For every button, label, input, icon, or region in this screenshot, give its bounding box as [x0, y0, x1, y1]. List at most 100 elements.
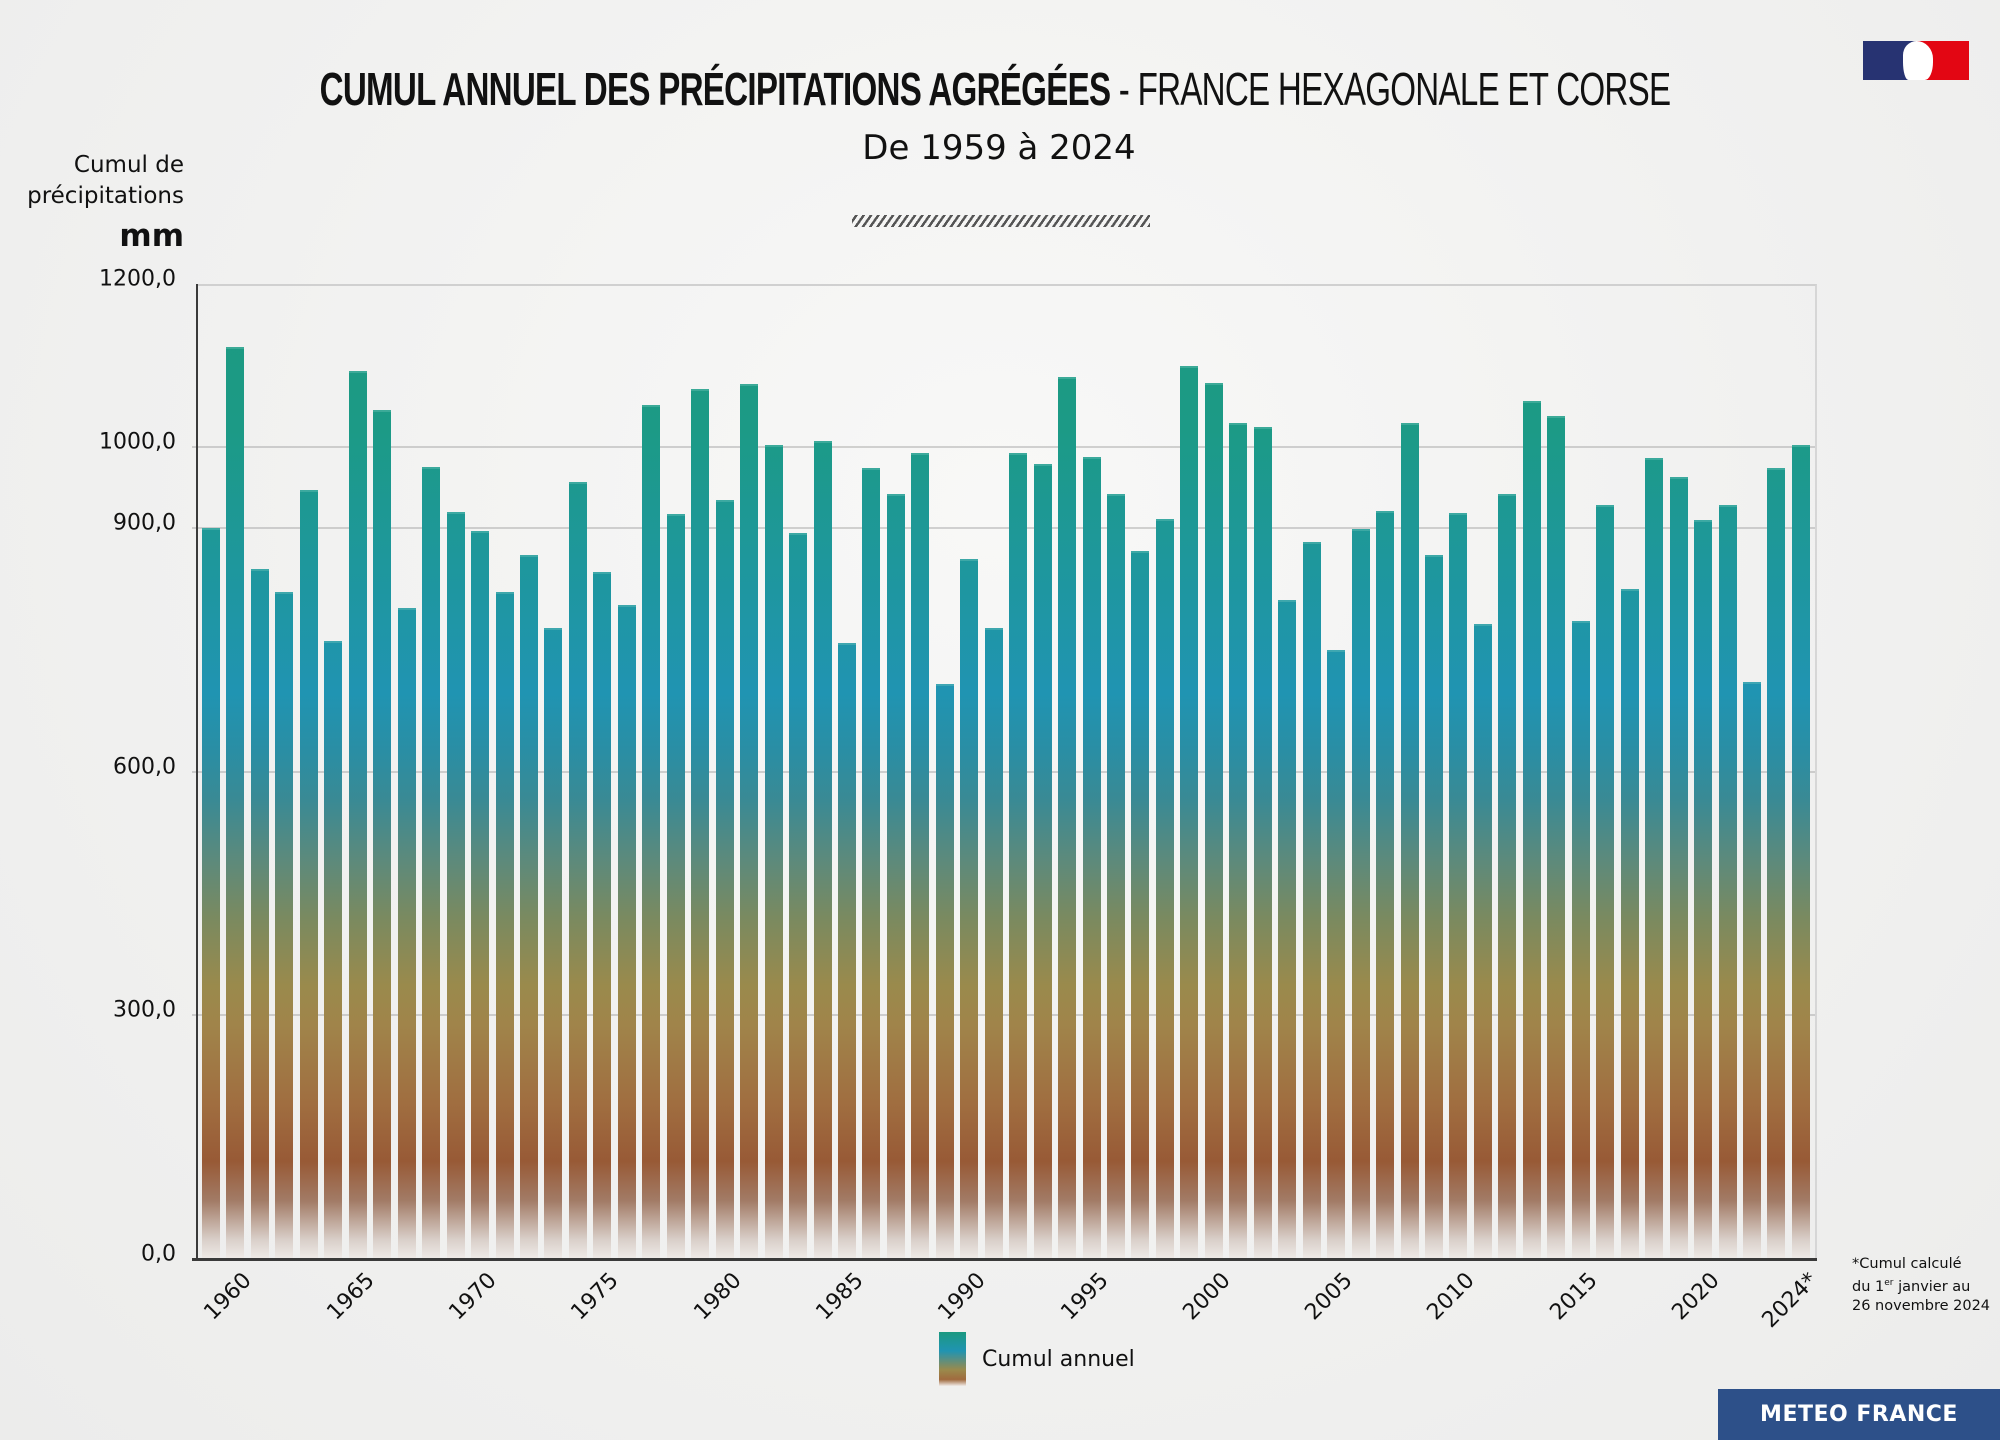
bar-2005 — [1327, 649, 1346, 1259]
y-tick-label: 600,0 — [113, 754, 176, 779]
hatched-divider — [852, 215, 1150, 227]
x-tick-label: 2015 — [1545, 1268, 1603, 1326]
bar-1993 — [1033, 463, 1052, 1259]
y-axis-unit: mm — [119, 218, 184, 254]
bar-2022 — [1742, 682, 1761, 1259]
bar-1976 — [617, 604, 636, 1259]
y-axis-title: Cumul de précipitations mm — [27, 150, 184, 258]
bar-1966 — [373, 409, 392, 1259]
bar-1974 — [568, 482, 587, 1259]
bar-1960 — [226, 347, 245, 1259]
bar-1991 — [984, 627, 1003, 1259]
bar-1992 — [1009, 453, 1028, 1259]
bar-2018 — [1645, 457, 1664, 1259]
legend-label: Cumul annuel — [982, 1346, 1135, 1372]
bar-1986 — [862, 467, 881, 1259]
bar-2013 — [1522, 401, 1541, 1259]
bar-1980 — [715, 500, 734, 1259]
bar-1989 — [935, 683, 954, 1259]
gridline — [192, 770, 1816, 773]
y-tick-label: 300,0 — [113, 997, 176, 1023]
gridline — [192, 1014, 1816, 1017]
y-tick-label: 0,0 — [141, 1241, 176, 1267]
bar-1981 — [740, 383, 759, 1259]
bar-1994 — [1058, 377, 1077, 1259]
footnote: *Cumul calculé du 1er janvier au 26 nove… — [1852, 1256, 1991, 1314]
bar-1997 — [1131, 551, 1150, 1259]
bar-1975 — [593, 571, 612, 1259]
bar-2023 — [1767, 467, 1786, 1259]
bar-2020 — [1694, 519, 1713, 1259]
bar-1996 — [1107, 494, 1126, 1259]
bar-2002 — [1253, 427, 1272, 1259]
bar-1999 — [1180, 366, 1199, 1259]
bar-1983 — [789, 532, 808, 1259]
gridline — [192, 526, 1816, 529]
bar-2010 — [1449, 513, 1468, 1259]
x-tick-label: 1970 — [444, 1268, 502, 1326]
x-axis-line — [192, 1258, 1817, 1261]
y-axis-title-line2: précipitations — [27, 183, 184, 209]
bar-1965 — [348, 370, 367, 1259]
bar-1982 — [764, 444, 783, 1259]
plot-area — [198, 284, 1817, 1259]
bar-1969 — [446, 512, 465, 1259]
bar-1973 — [544, 627, 563, 1259]
legend: Cumul annuel — [939, 1332, 1135, 1386]
bar-2001 — [1229, 422, 1248, 1259]
bar-1964 — [324, 640, 343, 1259]
bar-1972 — [519, 555, 538, 1259]
bar-1985 — [837, 643, 856, 1259]
bar-1987 — [886, 494, 905, 1259]
x-tick-label: 1995 — [1055, 1268, 1114, 1326]
title-bold: CUMUL ANNUEL DES PRÉCIPITATIONS AGRÉGÉES — [319, 63, 1111, 115]
bar-series — [198, 284, 1817, 1259]
bar-1998 — [1155, 518, 1174, 1259]
bar-1959 — [202, 527, 220, 1259]
x-tick-label: 2010 — [1422, 1268, 1481, 1326]
x-tick-label: 1975 — [566, 1268, 625, 1326]
meteo-france-logo: METEO FRANCE — [1718, 1389, 2000, 1440]
bar-2021 — [1718, 505, 1737, 1259]
x-tick-label: 2000 — [1178, 1268, 1236, 1326]
title-light: - FRANCE HEXAGONALE ET CORSE — [1110, 63, 1671, 115]
y-tick-label: 1000,0 — [99, 429, 176, 454]
legend-swatch — [939, 1332, 966, 1386]
x-tick-label: 1980 — [689, 1268, 747, 1326]
bar-1977 — [642, 405, 661, 1259]
bar-2017 — [1620, 588, 1639, 1259]
y-axis-line — [196, 284, 198, 1261]
bar-1979 — [691, 388, 710, 1259]
bar-1978 — [666, 513, 685, 1259]
bar-1995 — [1082, 457, 1101, 1259]
bar-1967 — [397, 608, 416, 1259]
page-title: CUMUL ANNUEL DES PRÉCIPITATIONS AGRÉGÉES… — [279, 62, 1712, 116]
bar-1968 — [422, 466, 441, 1259]
x-tick-label: 2024* — [1757, 1268, 1823, 1334]
bar-2011 — [1473, 624, 1492, 1259]
marianne-flag-icon — [1863, 41, 1969, 80]
x-tick-label: 2005 — [1300, 1268, 1358, 1326]
bar-1990 — [960, 558, 979, 1259]
bar-1971 — [495, 591, 514, 1259]
x-tick-label: 1960 — [199, 1268, 258, 1326]
bar-2012 — [1498, 493, 1517, 1259]
bar-2009 — [1425, 554, 1443, 1259]
bar-2014 — [1547, 416, 1566, 1259]
x-tick-label: 1985 — [811, 1268, 869, 1326]
x-tick-label: 2020 — [1667, 1268, 1725, 1326]
bar-2007 — [1376, 510, 1395, 1259]
bar-2008 — [1400, 422, 1419, 1259]
bar-2000 — [1204, 383, 1223, 1259]
bar-1963 — [299, 489, 318, 1259]
bar-1988 — [911, 453, 930, 1259]
x-tick-label: 1965 — [322, 1268, 380, 1326]
gridline — [192, 445, 1816, 448]
bar-1962 — [275, 591, 294, 1259]
bar-2003 — [1278, 600, 1297, 1259]
x-tick-label: 1990 — [933, 1268, 991, 1326]
y-tick-label: 900,0 — [113, 510, 176, 536]
bar-2019 — [1669, 477, 1688, 1259]
y-axis-title-line1: Cumul de — [73, 152, 184, 178]
bar-1961 — [250, 569, 269, 1259]
